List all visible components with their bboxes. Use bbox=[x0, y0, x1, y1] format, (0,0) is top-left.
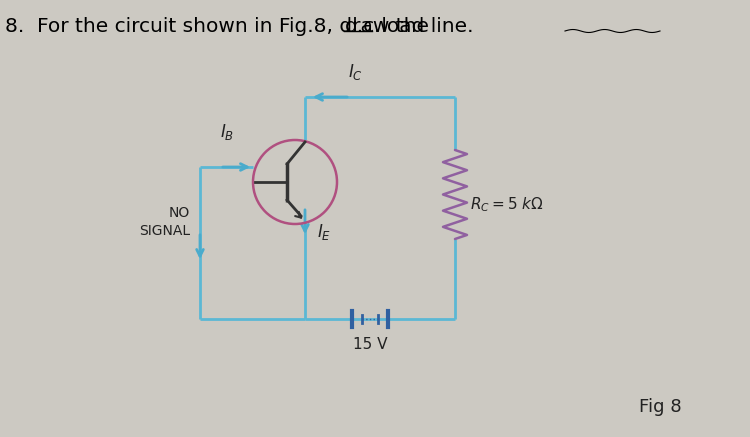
Text: $I_E$: $I_E$ bbox=[317, 222, 332, 242]
Text: NO
SIGNAL: NO SIGNAL bbox=[139, 206, 190, 238]
Text: 15 V: 15 V bbox=[352, 337, 387, 352]
Text: d.c.: d.c. bbox=[345, 17, 381, 36]
Text: $I_B$: $I_B$ bbox=[220, 122, 234, 142]
Text: $R_C= 5\ k\Omega$: $R_C= 5\ k\Omega$ bbox=[470, 195, 544, 214]
Text: 8.  For the circuit shown in Fig.8, draw the: 8. For the circuit shown in Fig.8, draw … bbox=[5, 17, 435, 36]
Text: Fig 8: Fig 8 bbox=[639, 398, 681, 416]
Text: $I_C$: $I_C$ bbox=[347, 62, 362, 82]
Text: load line.: load line. bbox=[375, 17, 473, 36]
